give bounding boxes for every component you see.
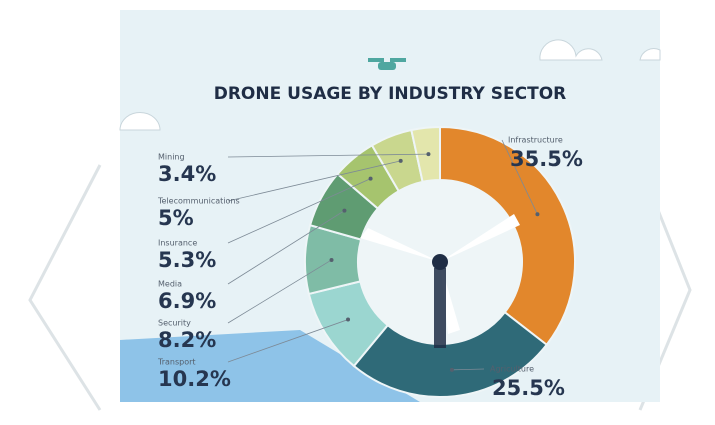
category-label: Telecommunications — [157, 197, 240, 206]
category-label: Security — [158, 319, 191, 328]
category-label: Transport — [157, 358, 196, 367]
cloud — [119, 112, 161, 131]
leader-dot — [449, 367, 454, 372]
category-label: Media — [158, 280, 182, 289]
drone-icon — [368, 58, 406, 70]
labels: Infrastructure 35.5% Agriculture 25.5% Trans… — [157, 136, 583, 401]
leader-dot — [368, 176, 373, 181]
value-label: 5.3% — [158, 248, 216, 272]
leader-dot — [346, 317, 351, 322]
leader-dot — [398, 158, 403, 163]
decor-chevron — [28, 164, 102, 411]
leader-dot — [342, 208, 347, 213]
leader-line — [227, 178, 371, 244]
value-label: 8.2% — [158, 328, 216, 352]
value-label: 3.4% — [158, 162, 216, 186]
leader-dot — [426, 152, 431, 157]
category-label: Infrastructure — [508, 136, 563, 145]
leader-line — [227, 259, 332, 324]
value-label: 25.5% — [492, 376, 565, 400]
category-label: Insurance — [158, 239, 197, 248]
leader-line — [227, 319, 349, 363]
leader-line — [227, 210, 345, 285]
propeller — [360, 214, 520, 334]
chart-title: DRONE USAGE BY INDUSTRY SECTOR — [214, 84, 567, 104]
leader-line — [451, 368, 485, 371]
leader-dot — [535, 212, 540, 217]
cloud — [539, 39, 603, 61]
hub — [432, 254, 448, 270]
cloud — [639, 48, 661, 61]
drone-mast — [434, 268, 446, 348]
leader-line — [227, 160, 401, 202]
category-label: Agriculture — [490, 365, 534, 374]
value-label: 35.5% — [510, 147, 583, 171]
water — [120, 330, 420, 402]
value-label: 5% — [158, 206, 194, 230]
category-label: Mining — [158, 153, 185, 162]
leader-dot — [329, 257, 334, 262]
value-label: 10.2% — [158, 367, 231, 391]
leader-line — [227, 153, 429, 158]
leader-line — [501, 139, 538, 215]
value-label: 6.9% — [158, 289, 216, 313]
